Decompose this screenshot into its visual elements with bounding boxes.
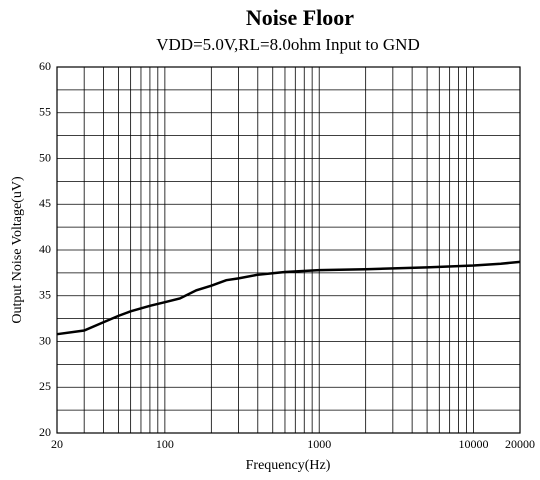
data-line (56, 260, 521, 336)
x-tick-label: 1000 (307, 437, 331, 451)
x-tick-label: 20 (51, 437, 63, 451)
chart-subtitle: VDD=5.0V,RL=8.0ohm Input to GND (156, 35, 419, 54)
x-axis-label: Frequency(Hz) (246, 458, 331, 473)
x-tick-label: 100 (156, 437, 174, 451)
y-tick-label: 25 (39, 379, 51, 393)
y-tick-label: 20 (39, 425, 51, 439)
y-axis-label: Output Noise Voltage(uV) (10, 176, 25, 324)
plot-frame (56, 66, 521, 434)
y-tick-label: 45 (39, 196, 51, 210)
x-tick-label: 20000 (505, 437, 535, 451)
x-tick-label: 10000 (459, 437, 489, 451)
y-tick-label: 55 (39, 105, 51, 119)
chart-title: Noise Floor (246, 5, 354, 30)
y-tick-label: 40 (39, 242, 51, 256)
y-tick-label: 60 (39, 59, 51, 73)
y-tick-label: 30 (39, 333, 51, 347)
y-tick-label: 35 (39, 288, 51, 302)
y-tick-label: 50 (39, 150, 51, 164)
